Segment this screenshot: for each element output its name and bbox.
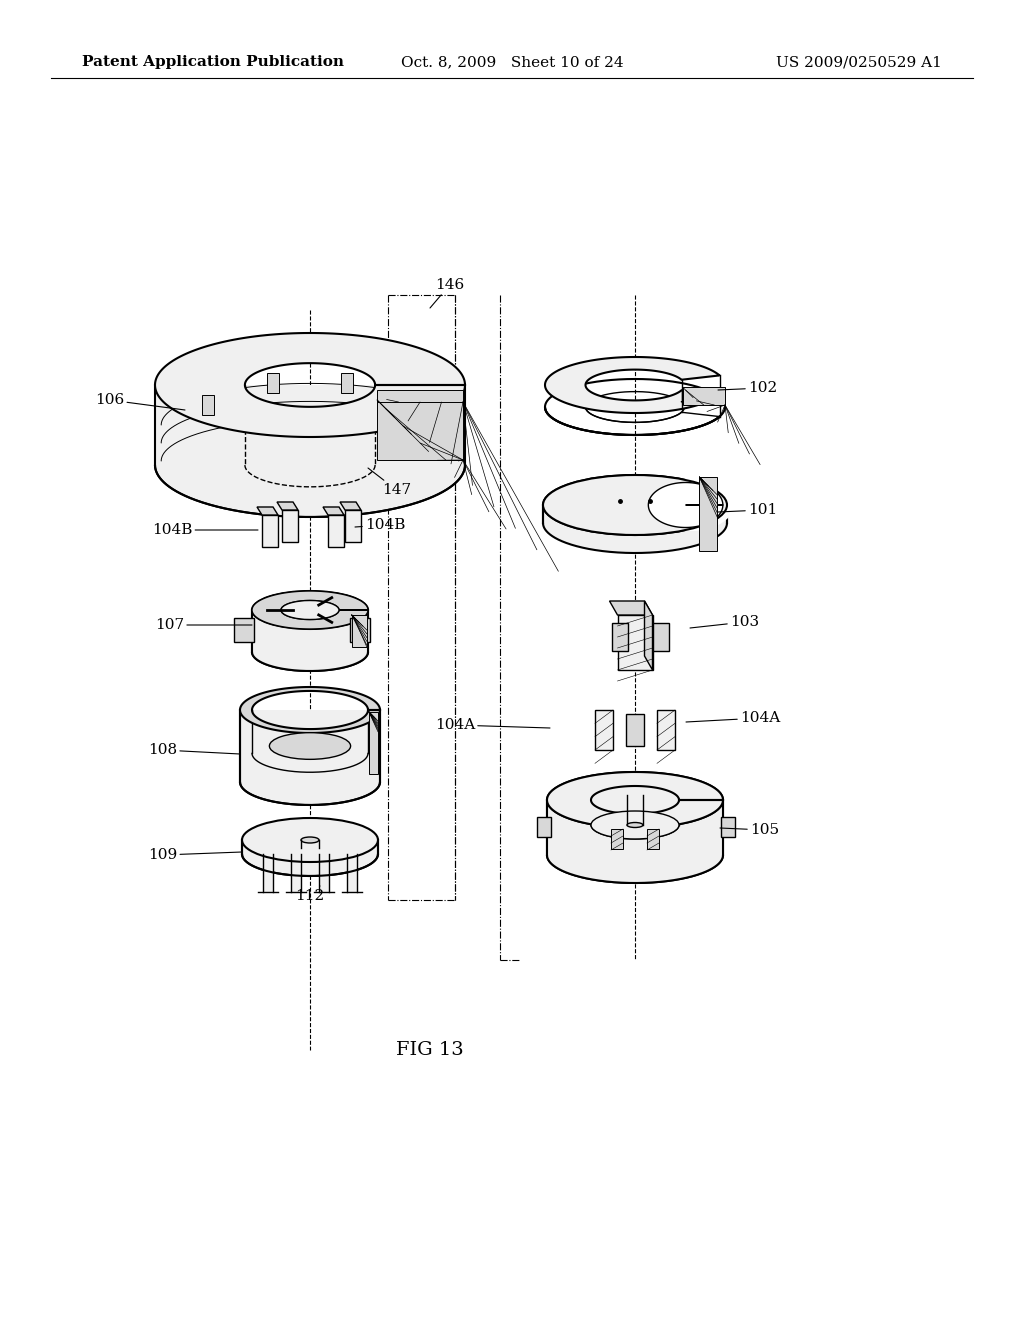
Polygon shape xyxy=(644,601,652,671)
Polygon shape xyxy=(347,854,357,892)
Ellipse shape xyxy=(543,475,727,535)
FancyBboxPatch shape xyxy=(647,829,659,849)
Text: FIG 13: FIG 13 xyxy=(396,1041,464,1059)
FancyBboxPatch shape xyxy=(282,510,298,543)
Ellipse shape xyxy=(269,733,350,759)
Polygon shape xyxy=(648,483,723,528)
Polygon shape xyxy=(547,772,723,828)
FancyBboxPatch shape xyxy=(611,623,628,651)
Text: 101: 101 xyxy=(718,503,777,517)
FancyBboxPatch shape xyxy=(699,477,718,550)
Text: 146: 146 xyxy=(430,279,464,308)
FancyBboxPatch shape xyxy=(406,395,418,414)
FancyBboxPatch shape xyxy=(377,389,463,403)
FancyBboxPatch shape xyxy=(611,829,623,849)
FancyBboxPatch shape xyxy=(626,714,644,746)
Text: 108: 108 xyxy=(148,743,240,756)
FancyBboxPatch shape xyxy=(683,387,725,405)
Ellipse shape xyxy=(547,772,723,828)
Polygon shape xyxy=(545,356,720,413)
Ellipse shape xyxy=(301,837,319,843)
Text: 147: 147 xyxy=(368,469,411,498)
Text: Patent Application Publication: Patent Application Publication xyxy=(82,55,344,69)
Text: 104B: 104B xyxy=(355,517,406,532)
Polygon shape xyxy=(263,854,273,892)
Text: 112: 112 xyxy=(295,886,325,903)
Text: 106: 106 xyxy=(95,393,185,411)
Ellipse shape xyxy=(627,822,643,828)
Polygon shape xyxy=(543,506,727,553)
Text: 105: 105 xyxy=(720,822,779,837)
FancyBboxPatch shape xyxy=(341,372,353,393)
Polygon shape xyxy=(252,591,368,630)
Text: Oct. 8, 2009   Sheet 10 of 24: Oct. 8, 2009 Sheet 10 of 24 xyxy=(400,55,624,69)
FancyBboxPatch shape xyxy=(595,710,613,750)
Ellipse shape xyxy=(242,818,378,862)
FancyBboxPatch shape xyxy=(267,372,279,393)
Ellipse shape xyxy=(252,591,368,630)
FancyBboxPatch shape xyxy=(617,615,652,671)
Text: 104A: 104A xyxy=(686,711,780,725)
Text: US 2009/0250529 A1: US 2009/0250529 A1 xyxy=(776,55,942,69)
FancyBboxPatch shape xyxy=(657,710,675,750)
Text: 107: 107 xyxy=(155,618,252,632)
Text: 109: 109 xyxy=(148,847,242,862)
Polygon shape xyxy=(278,502,298,510)
Text: 103: 103 xyxy=(690,615,759,630)
Polygon shape xyxy=(155,333,465,437)
Polygon shape xyxy=(609,601,652,615)
Polygon shape xyxy=(240,710,380,805)
FancyBboxPatch shape xyxy=(262,515,278,546)
Polygon shape xyxy=(155,385,465,517)
Polygon shape xyxy=(319,854,329,892)
Text: 104A: 104A xyxy=(435,718,550,733)
Polygon shape xyxy=(252,610,368,671)
FancyBboxPatch shape xyxy=(369,711,378,774)
FancyBboxPatch shape xyxy=(537,817,551,837)
Polygon shape xyxy=(649,480,731,529)
Polygon shape xyxy=(547,800,723,883)
Polygon shape xyxy=(323,507,344,515)
FancyBboxPatch shape xyxy=(721,817,735,837)
Ellipse shape xyxy=(591,810,679,840)
FancyBboxPatch shape xyxy=(352,615,367,647)
FancyBboxPatch shape xyxy=(234,618,254,642)
Text: 102: 102 xyxy=(718,381,777,395)
Polygon shape xyxy=(240,686,380,733)
FancyBboxPatch shape xyxy=(652,623,669,651)
Polygon shape xyxy=(340,502,361,510)
FancyBboxPatch shape xyxy=(202,395,214,414)
Ellipse shape xyxy=(543,475,727,535)
Polygon shape xyxy=(257,507,278,515)
FancyBboxPatch shape xyxy=(345,510,361,543)
Polygon shape xyxy=(242,840,378,876)
Text: 104B: 104B xyxy=(152,523,258,537)
FancyBboxPatch shape xyxy=(328,515,344,546)
FancyBboxPatch shape xyxy=(377,400,463,459)
Polygon shape xyxy=(291,854,301,892)
Ellipse shape xyxy=(281,601,339,619)
FancyBboxPatch shape xyxy=(350,618,370,642)
